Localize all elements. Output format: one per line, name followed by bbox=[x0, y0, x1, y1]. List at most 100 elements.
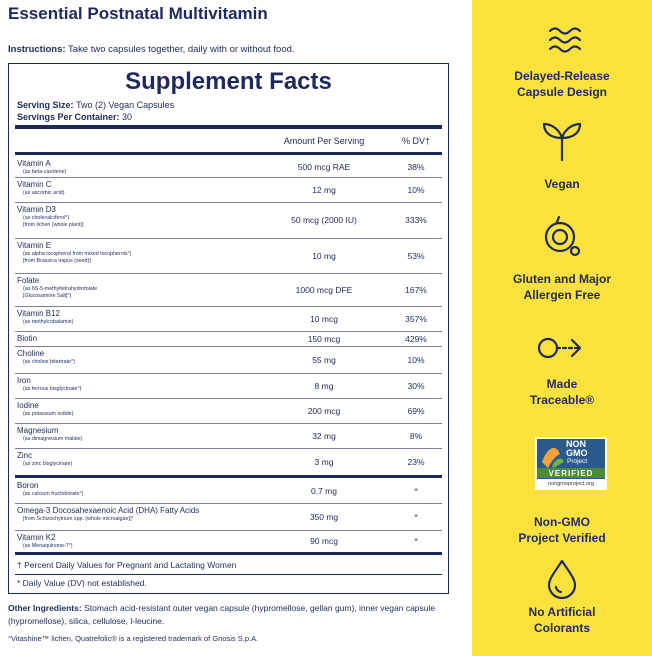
row-dv: 23% bbox=[407, 456, 425, 467]
row-amount: 150 mcg bbox=[307, 333, 341, 344]
row-sub: (as zinc bisglycinate) bbox=[23, 461, 73, 467]
thick-rule bbox=[15, 125, 442, 129]
feature-line: Made bbox=[546, 377, 578, 391]
feature-line: Vegan bbox=[544, 177, 580, 191]
row-sub: [from Schizochytrium spp. (whole microal… bbox=[23, 516, 134, 522]
row-rule bbox=[15, 331, 442, 332]
row-amount: 50 mcg (2000 IU) bbox=[291, 215, 357, 225]
row-name: Biotin bbox=[17, 334, 38, 343]
row-rule bbox=[15, 503, 442, 504]
badge-url: nongmoproject.org bbox=[548, 481, 594, 487]
row-dv: * bbox=[414, 511, 418, 522]
feature: Made Traceable® bbox=[472, 376, 652, 408]
badge-verified: VERIFIED bbox=[548, 469, 594, 478]
servings-per-container: Servings Per Container: 30 bbox=[17, 112, 132, 122]
row-rule bbox=[15, 448, 442, 449]
row-sub: (as ascorbic acid) bbox=[23, 190, 65, 196]
feature-line: No Artificial bbox=[528, 605, 596, 619]
row-dv: 333% bbox=[405, 215, 427, 225]
row-sub: [from Brassica napus (seed)] bbox=[23, 257, 91, 264]
serving-size-value: Two (2) Vegan Capsules bbox=[76, 100, 175, 110]
feature-line: Delayed-Release bbox=[514, 69, 610, 83]
row-amount: 1000 mcg DFE bbox=[295, 284, 353, 295]
instructions-label: Instructions: bbox=[8, 44, 66, 55]
row-dv: 10% bbox=[407, 184, 425, 195]
feature-line: Non-GMO bbox=[534, 515, 590, 529]
instructions: Instructions: Take two capsules together… bbox=[8, 44, 295, 55]
row-name: Magnesium bbox=[17, 426, 59, 435]
row-name: Boron bbox=[17, 481, 39, 490]
row-rule bbox=[15, 373, 442, 374]
row-sub: (as ferrous bisglycinate°) bbox=[23, 386, 82, 392]
servings-value: 30 bbox=[122, 112, 133, 122]
row-name: Vitamin K2 bbox=[17, 533, 56, 542]
serving-size-label: Serving Size: bbox=[17, 100, 74, 110]
row-sub: (as potassium iodide) bbox=[23, 411, 74, 417]
row-sub: [from lichen (whole plant)] bbox=[23, 221, 84, 228]
row-amount: 32 mg bbox=[312, 430, 336, 441]
row-sub: (as Menaquinone-7°) bbox=[23, 543, 73, 549]
badge-non: NON bbox=[566, 439, 586, 449]
row-sub: (as methylcobalamin) bbox=[23, 319, 74, 325]
row-sub: (as alpha tocopherol from mixed tocopher… bbox=[23, 251, 132, 257]
row-rule bbox=[15, 306, 442, 307]
row-sub: (as choline bitartrate°) bbox=[23, 359, 75, 365]
row-amount: 350 mg bbox=[309, 511, 339, 522]
row-amount: 0.7 mg bbox=[311, 485, 337, 496]
row-name: Vitamin A bbox=[17, 159, 51, 168]
feature-line: Gluten and Major bbox=[512, 272, 611, 286]
feature-panel: NON GMO Project VERIFIED nongmoproject.o… bbox=[472, 0, 652, 656]
feature: No Artificial Colorants bbox=[472, 604, 652, 636]
row-dv: 10% bbox=[407, 354, 425, 365]
other-ingredients-label: Other Ingredients: bbox=[8, 603, 82, 613]
row-amount: 55 mg bbox=[312, 354, 336, 365]
feature-line: Capsule Design bbox=[516, 85, 608, 99]
feature-icons bbox=[535, 27, 607, 600]
row-name: Zinc bbox=[17, 451, 33, 460]
drop-icon bbox=[547, 559, 577, 600]
row-sub: (as cholecalciferol°) bbox=[23, 215, 70, 221]
row-dv: 429% bbox=[405, 333, 427, 344]
feature: Vegan bbox=[472, 176, 652, 192]
row-rule bbox=[15, 273, 442, 274]
row-rule bbox=[15, 346, 442, 347]
row-sub: (as dimagnesium malate) bbox=[23, 436, 83, 442]
row-sub: (as 6S-5-methyltetrahydrofolate bbox=[23, 286, 98, 292]
feature-line: Allergen Free bbox=[523, 288, 601, 302]
row-name: Vitamin C bbox=[17, 180, 52, 189]
badge-project: Project bbox=[567, 458, 588, 465]
row-amount: 12 mg bbox=[312, 184, 336, 195]
row-name: Vitamin D3 bbox=[17, 205, 56, 214]
thick-rule bbox=[15, 475, 442, 478]
feature: Non-GMO Project Verified bbox=[472, 514, 652, 546]
row-amount: 10 mg bbox=[312, 250, 336, 261]
other-ingredients-text: Stomach acid-resistant outer vegan capsu… bbox=[8, 603, 436, 626]
feature-line: Traceable® bbox=[529, 393, 595, 407]
row-sub: (as calcium fructoborate°) bbox=[23, 491, 84, 497]
footnote-dv: † Percent Daily Values for Pregnant and … bbox=[17, 560, 237, 570]
row-amount: 90 mcg bbox=[310, 536, 338, 546]
row-name: Vitamin B12 bbox=[17, 309, 60, 318]
row-name: Iodine bbox=[17, 401, 39, 410]
row-rule bbox=[15, 177, 442, 178]
waves-icon bbox=[548, 27, 582, 53]
row-sub: (as beta-carotene) bbox=[23, 169, 67, 175]
other-ingredients: Other Ingredients: Stomach acid-resistan… bbox=[8, 602, 453, 628]
product-title: Essential Postnatal Multivitamin bbox=[8, 4, 268, 23]
header-rule bbox=[15, 152, 442, 155]
feature: Gluten and Major Allergen Free bbox=[472, 271, 652, 303]
row-name: Omega-3 Docosahexaenoic Acid (DHA) Fatty… bbox=[17, 506, 200, 515]
feature: Delayed-Release Capsule Design bbox=[472, 68, 652, 100]
row-rule bbox=[15, 530, 442, 531]
row-rule bbox=[15, 398, 442, 399]
nongmo-badge bbox=[535, 437, 607, 490]
allergen-icon bbox=[544, 215, 581, 257]
row-dv: 8% bbox=[409, 430, 423, 441]
dv-header: % DV† bbox=[401, 136, 430, 146]
badge-gmo: GMO bbox=[566, 448, 588, 458]
row-rule bbox=[15, 238, 442, 239]
feature-line: Colorants bbox=[533, 621, 590, 635]
row-dv: 38% bbox=[407, 161, 425, 172]
row-dv: 30% bbox=[407, 380, 425, 391]
